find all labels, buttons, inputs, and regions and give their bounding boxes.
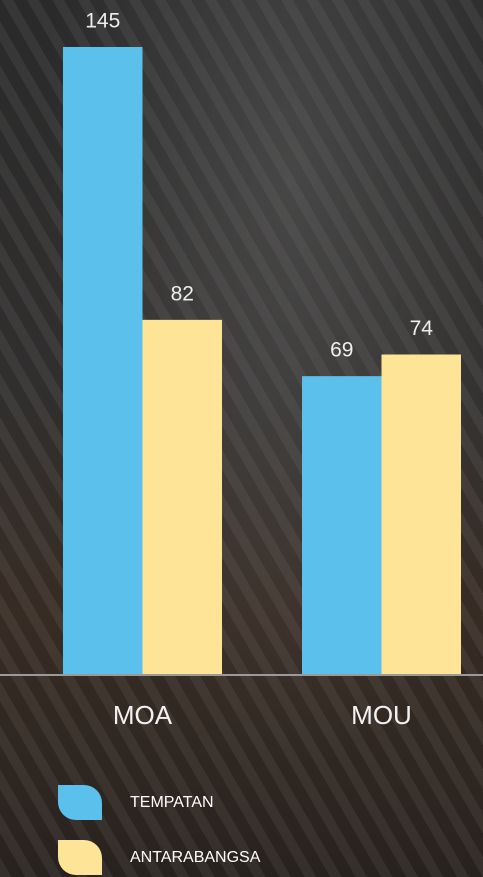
value-label: 82 [171, 282, 194, 305]
x-tick-label: MOU [351, 700, 412, 730]
legend-swatch [58, 785, 102, 820]
value-label: 74 [410, 317, 434, 340]
legend-label: ANTARABANGSA [130, 849, 261, 866]
bar [142, 319, 222, 675]
value-label: 145 [85, 10, 120, 33]
bar [381, 354, 461, 675]
legend-swatch [58, 840, 102, 875]
value-label: 69 [330, 339, 353, 362]
bar [63, 47, 143, 675]
legend-label: TEMPATAN [130, 794, 214, 811]
x-tick-label: MOA [113, 700, 173, 730]
bar [302, 376, 382, 675]
